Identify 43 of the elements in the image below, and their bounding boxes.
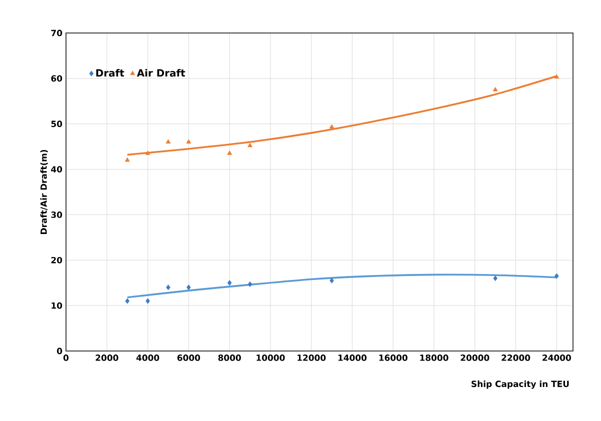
x-tick-label: 18000 bbox=[420, 354, 448, 361]
y-tick-label: 0 bbox=[56, 348, 62, 354]
point bbox=[492, 87, 498, 92]
point bbox=[124, 157, 130, 162]
x-axis-title: Ship Capacity in TEU bbox=[472, 380, 569, 389]
y-axis-title: Draft/Air Draft(m) bbox=[40, 150, 48, 234]
point bbox=[186, 284, 191, 290]
point bbox=[330, 278, 334, 284]
x-tick-label: 14000 bbox=[338, 354, 367, 361]
point bbox=[166, 284, 170, 290]
y-tick-label: 70 bbox=[51, 30, 62, 36]
point bbox=[493, 276, 498, 282]
x-tick-label: 4000 bbox=[136, 354, 160, 361]
point bbox=[329, 124, 334, 129]
x-tick-label: 24000 bbox=[542, 354, 571, 361]
point bbox=[248, 281, 252, 288]
x-tick-label: 10000 bbox=[256, 354, 285, 361]
point bbox=[227, 280, 232, 286]
point bbox=[554, 74, 560, 79]
point bbox=[145, 150, 150, 155]
x-tick-label: 22000 bbox=[502, 354, 530, 361]
y-tick-label: 60 bbox=[51, 75, 62, 82]
x-tick-label: 12000 bbox=[298, 354, 326, 361]
x-tick-label: 16000 bbox=[379, 354, 408, 361]
point bbox=[554, 273, 559, 279]
point bbox=[227, 150, 232, 155]
x-tick-label: 6000 bbox=[177, 354, 200, 361]
legend-label: Air Draft bbox=[136, 68, 186, 77]
y-tick-label: 30 bbox=[51, 212, 62, 218]
legend-label: Draft bbox=[96, 68, 124, 77]
x-tick-label: 2000 bbox=[96, 354, 118, 361]
point bbox=[248, 142, 252, 148]
x-tick-label: 0 bbox=[63, 354, 69, 361]
y-tick-label: 40 bbox=[51, 166, 62, 172]
x-tick-label: 8000 bbox=[218, 354, 241, 361]
y-tick-label: 10 bbox=[52, 302, 62, 309]
point bbox=[146, 298, 150, 304]
point bbox=[125, 298, 130, 304]
point bbox=[186, 139, 192, 144]
point bbox=[166, 139, 171, 144]
x-tick-label: 20000 bbox=[460, 354, 490, 361]
y-tick-label: 50 bbox=[51, 120, 62, 128]
y-tick-label: 20 bbox=[51, 256, 62, 264]
